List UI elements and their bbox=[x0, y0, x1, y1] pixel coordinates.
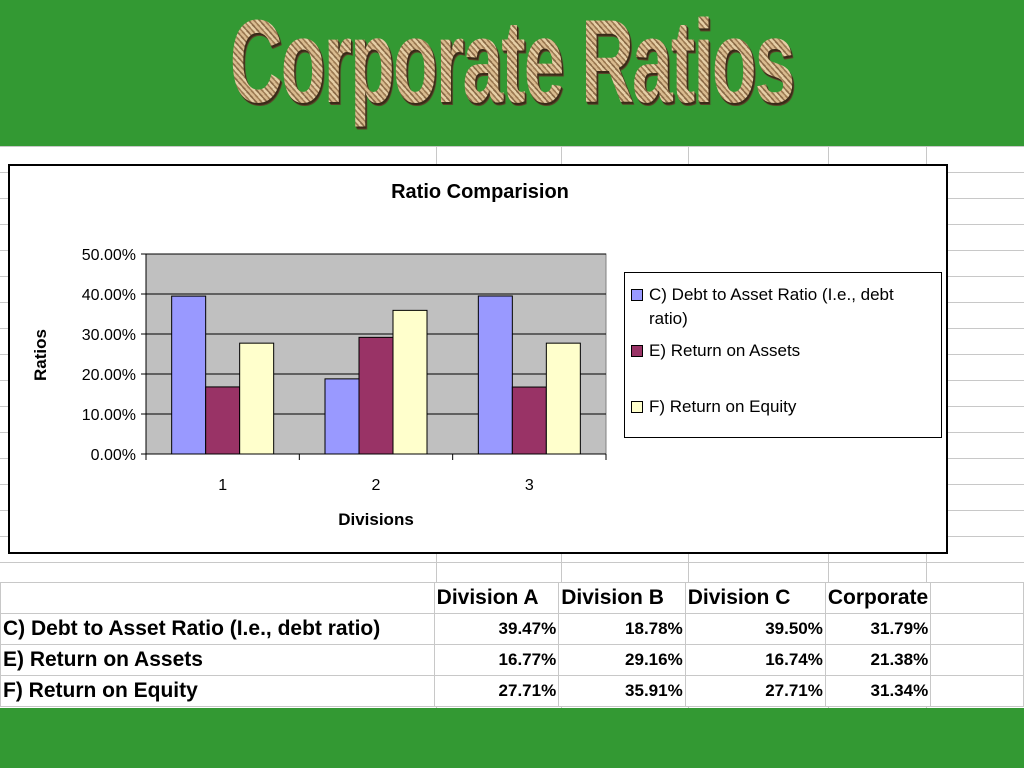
table-row: E) Return on Assets 16.77% 29.16% 16.74%… bbox=[0, 644, 1024, 676]
header-cell[interactable]: Division B bbox=[558, 582, 686, 614]
legend-item: C) Debt to Asset Ratio (I.e., debt ratio… bbox=[631, 283, 931, 331]
legend-label: F) Return on Equity bbox=[649, 397, 797, 416]
bar bbox=[392, 309, 428, 455]
value-cell[interactable]: 16.77% bbox=[433, 644, 560, 676]
slide-title: Corporate Ratios bbox=[230, 0, 796, 132]
legend-swatch bbox=[631, 345, 643, 357]
value-cell[interactable]: 27.71% bbox=[684, 675, 826, 707]
y-tick-label: 40.00% bbox=[82, 287, 136, 304]
bar bbox=[511, 386, 547, 455]
bar bbox=[545, 342, 581, 455]
value-cell[interactable]: 16.74% bbox=[684, 644, 826, 676]
y-tick-label: 0.00% bbox=[91, 447, 136, 464]
value-cell[interactable]: 18.78% bbox=[558, 613, 686, 645]
legend-item: F) Return on Equity bbox=[631, 395, 931, 419]
value-cell[interactable]: 21.38% bbox=[824, 644, 932, 676]
bar bbox=[358, 336, 394, 455]
chart-svg: Ratio Comparision 0.00% 10.00% 20.00% 30.00… bbox=[31, 181, 607, 529]
plot-area: 0.00% 10.00% 20.00% 30.00% 40.00% 50.00% 1 2 3 bbox=[82, 247, 607, 494]
bar bbox=[324, 378, 360, 455]
row-label[interactable]: C) Debt to Asset Ratio (I.e., debt ratio… bbox=[0, 613, 435, 645]
header-cell[interactable]: Corporate bbox=[824, 582, 932, 614]
bar bbox=[477, 295, 513, 455]
bar bbox=[171, 295, 207, 455]
value-cell[interactable]: 39.47% bbox=[433, 613, 560, 645]
legend-item: E) Return on Assets bbox=[631, 339, 931, 363]
value-cell[interactable]: 27.71% bbox=[433, 675, 560, 707]
y-tick-label: 30.00% bbox=[82, 327, 136, 344]
ratio-table: Division A Division B Division C Corpora… bbox=[0, 582, 1024, 707]
chart-title: Ratio Comparision bbox=[391, 181, 569, 203]
legend-label: C) Debt to Asset Ratio (I.e., debt ratio… bbox=[649, 285, 894, 328]
value-cell[interactable]: 31.79% bbox=[824, 613, 932, 645]
x-axis-label: Divisions bbox=[338, 510, 414, 529]
empty-cell[interactable] bbox=[930, 613, 1024, 645]
y-tick-label: 20.00% bbox=[82, 367, 136, 384]
bar bbox=[205, 386, 241, 455]
header-cell[interactable] bbox=[0, 582, 435, 614]
table-row: C) Debt to Asset Ratio (I.e., debt ratio… bbox=[0, 613, 1024, 645]
value-cell[interactable]: 29.16% bbox=[558, 644, 686, 676]
spreadsheet: Ratio Comparision 0.00% 10.00% 20.00% 30.00… bbox=[0, 146, 1024, 708]
title-banner: Corporate Ratios bbox=[0, 0, 1024, 146]
table-row: F) Return on Equity 27.71% 35.91% 27.71%… bbox=[0, 675, 1024, 707]
empty-cell[interactable] bbox=[930, 644, 1024, 676]
row-label[interactable]: F) Return on Equity bbox=[0, 675, 435, 707]
header-cell[interactable]: Division C bbox=[684, 582, 826, 614]
x-tick-label: 3 bbox=[525, 477, 534, 494]
row-label[interactable]: E) Return on Assets bbox=[0, 644, 435, 676]
table-header-row: Division A Division B Division C Corpora… bbox=[0, 582, 1024, 614]
grid-row-line bbox=[0, 562, 1024, 563]
chart-legend: C) Debt to Asset Ratio (I.e., debt ratio… bbox=[624, 272, 942, 438]
y-tick-label: 50.00% bbox=[82, 247, 136, 264]
value-cell[interactable]: 35.91% bbox=[558, 675, 686, 707]
bar bbox=[239, 342, 275, 455]
value-cell[interactable]: 31.34% bbox=[824, 675, 932, 707]
y-tick-label: 10.00% bbox=[82, 407, 136, 424]
value-cell[interactable]: 39.50% bbox=[684, 613, 826, 645]
header-cell[interactable]: Division A bbox=[433, 582, 560, 614]
grid-row-line bbox=[0, 146, 1024, 147]
chart[interactable]: Ratio Comparision 0.00% 10.00% 20.00% 30.00… bbox=[8, 164, 948, 554]
x-tick-label: 1 bbox=[218, 477, 227, 494]
legend-swatch bbox=[631, 401, 643, 413]
x-tick-label: 2 bbox=[372, 477, 381, 494]
y-axis-label: Ratios bbox=[31, 329, 50, 381]
empty-cell[interactable] bbox=[930, 675, 1024, 707]
legend-label: E) Return on Assets bbox=[649, 341, 801, 360]
legend-swatch bbox=[631, 289, 643, 301]
header-cell[interactable] bbox=[930, 582, 1024, 614]
